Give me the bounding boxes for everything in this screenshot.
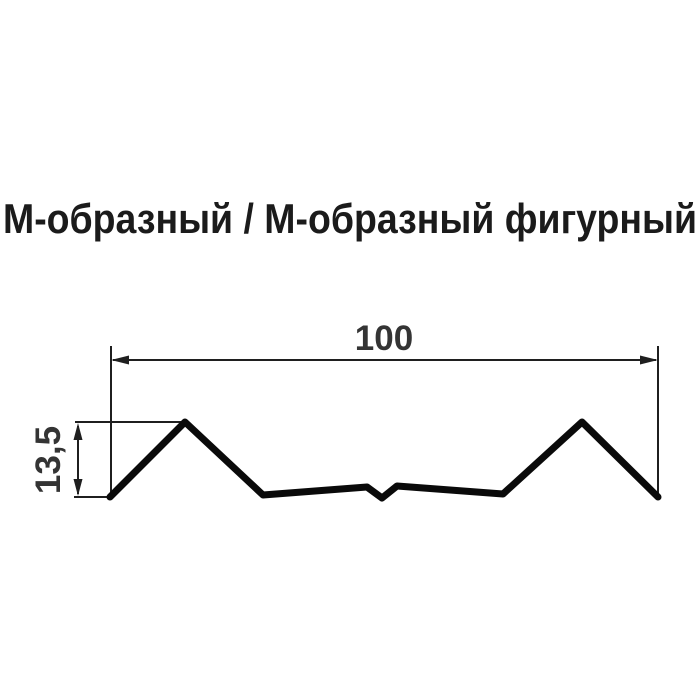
arrow-down-icon (73, 479, 83, 496)
height-dimension: 13,5 (29, 421, 186, 498)
width-dimension-label: 100 (355, 319, 413, 358)
arrow-right-icon (640, 355, 658, 365)
m-profile-outline (106, 418, 662, 502)
arrow-left-icon (111, 355, 129, 365)
arrow-up-icon (73, 423, 83, 440)
page-title: М-образный / М-образный фигурный (3, 195, 697, 242)
height-dimension-label: 13,5 (29, 426, 68, 494)
width-dimension: 100 (110, 319, 659, 500)
